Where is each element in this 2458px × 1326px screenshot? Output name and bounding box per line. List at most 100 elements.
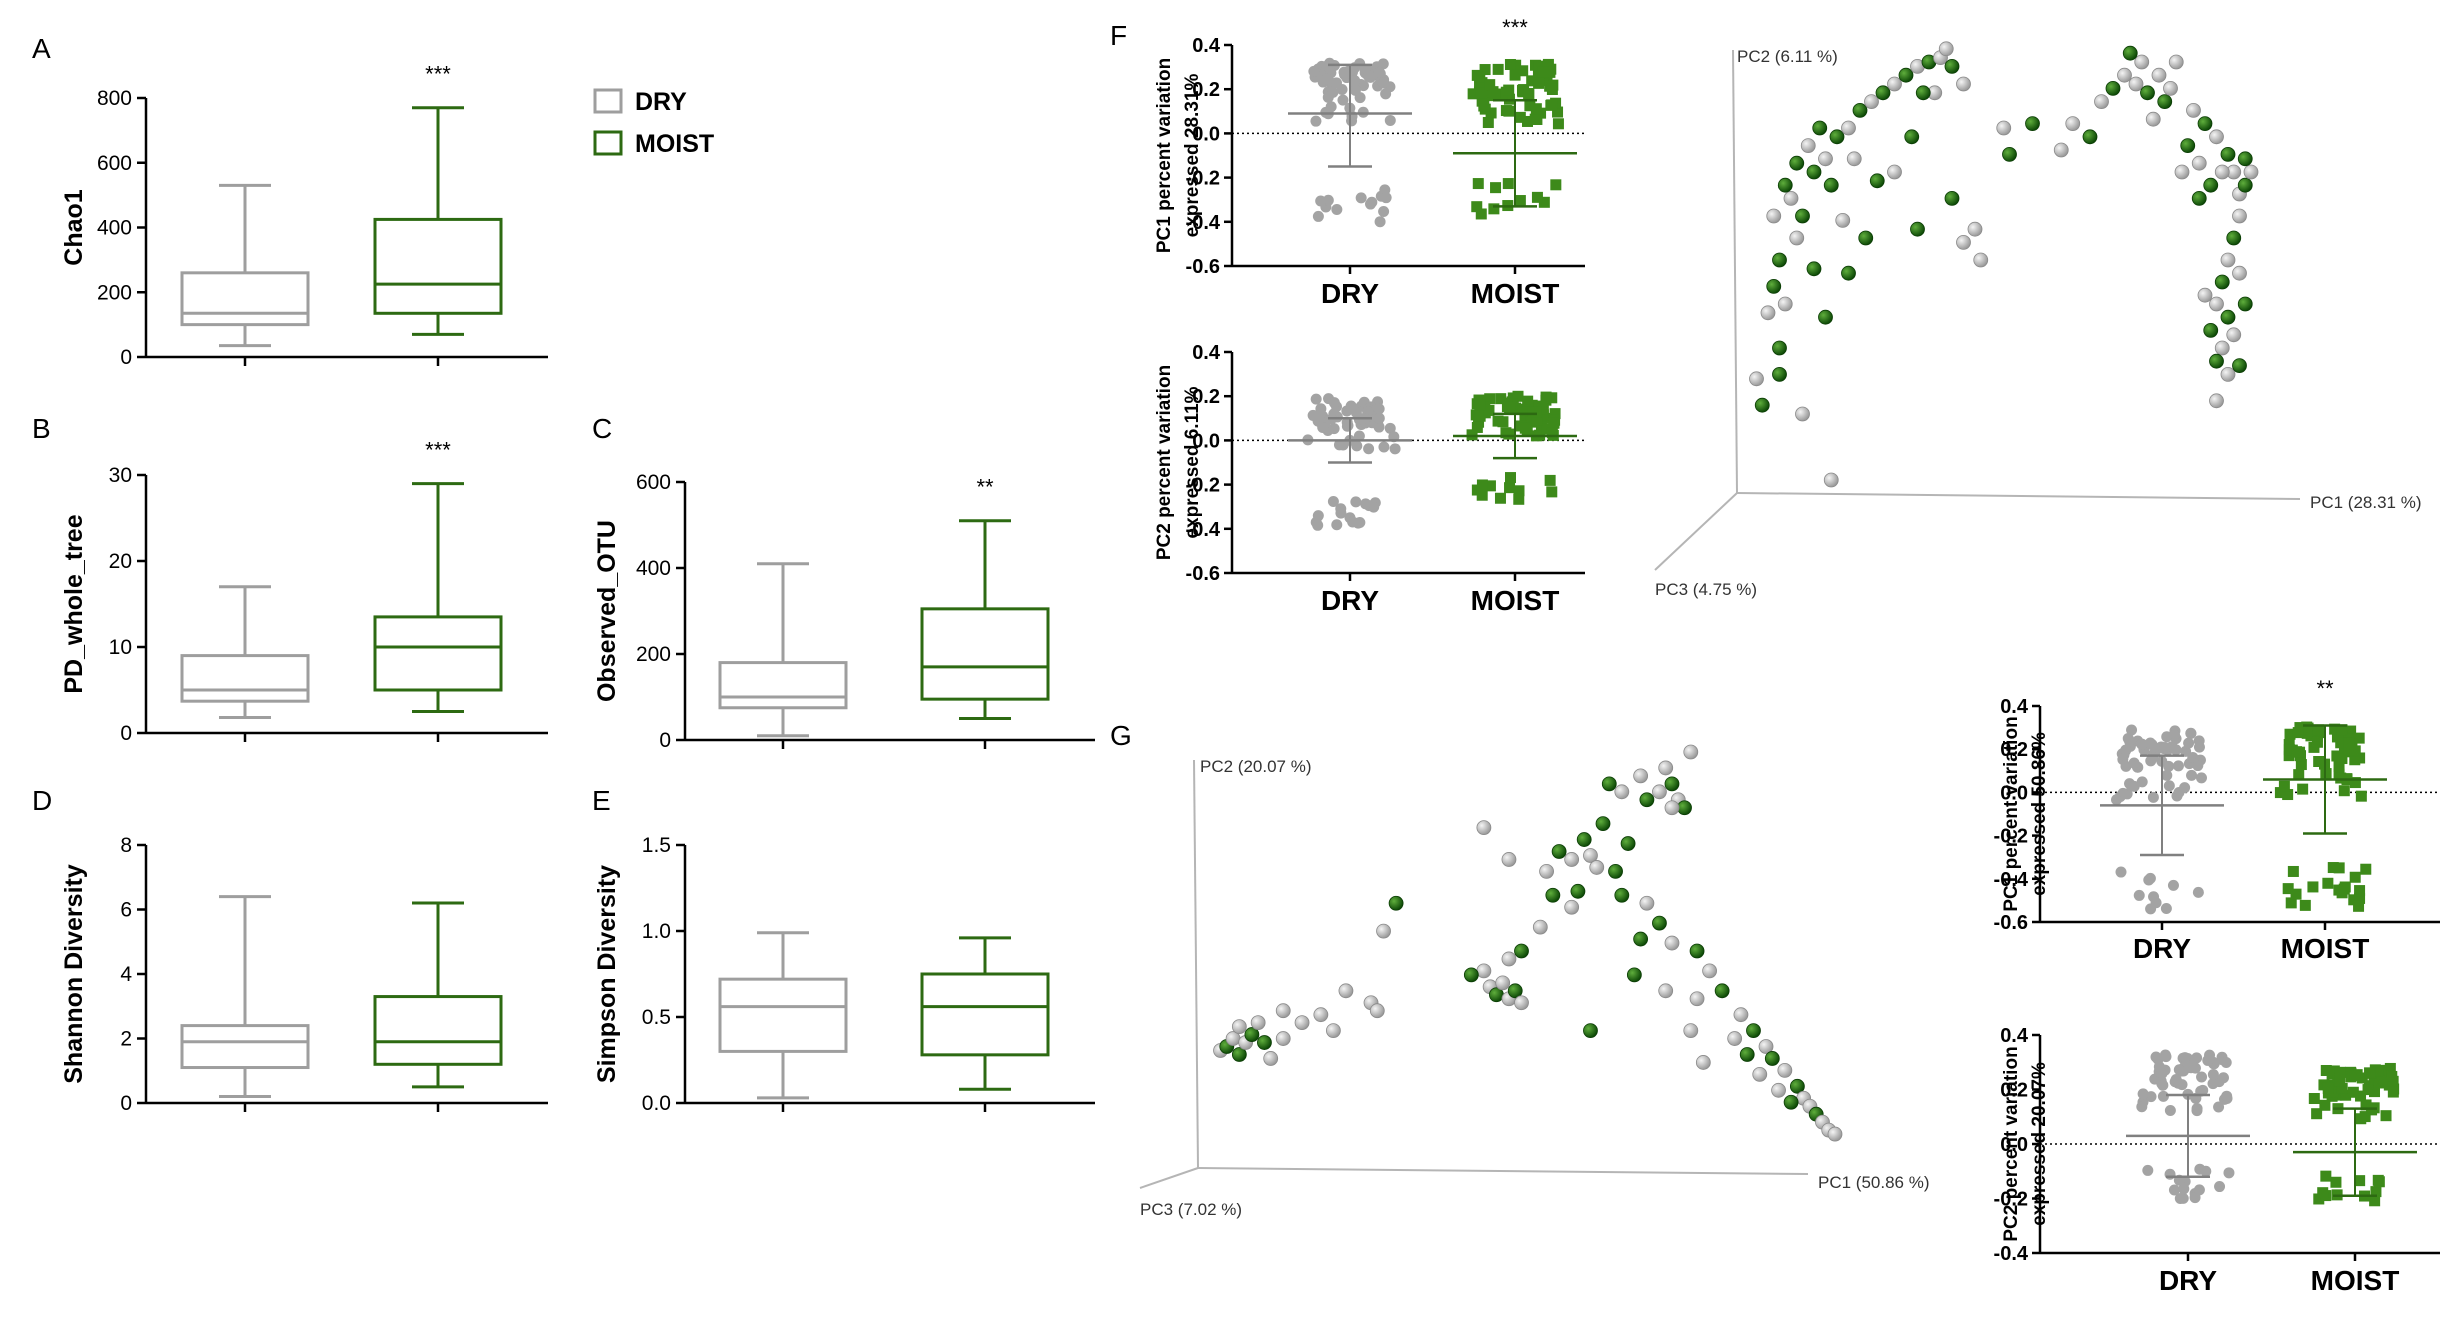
pcoa-point-dry [1996, 120, 2012, 136]
pcoa-point-moist [2140, 85, 2155, 101]
data-point-moist [2336, 753, 2348, 765]
data-point-moist [2349, 754, 2361, 766]
pcoa-point-moist [1614, 887, 1630, 903]
pcoa-point-dry [1231, 1019, 1247, 1035]
data-point-moist [2355, 790, 2367, 802]
significance-label: ** [2316, 676, 2334, 701]
pcoa-point-moist [1689, 943, 1705, 959]
pcoa-point-dry [1564, 852, 1580, 867]
y-tick-label: 800 [97, 87, 132, 110]
pcoa-point-moist [1823, 177, 1839, 193]
significance-label: *** [1502, 15, 1528, 40]
box-moist [920, 519, 1050, 720]
y-tick-label: -0.4 [1994, 1243, 2029, 1265]
data-point-moist [2292, 727, 2304, 739]
pcoa-point-dry [2065, 116, 2081, 131]
data-point-moist [1504, 482, 1516, 494]
data-point-dry [1312, 510, 1324, 522]
pc2-axis-label: PC2 (6.11 %) [1737, 47, 1838, 66]
pcoa-point-dry [1887, 76, 1902, 92]
pcoa-point-moist [1576, 832, 1592, 847]
box-dry [180, 183, 310, 348]
data-point-moist [1484, 79, 1496, 91]
pc1-axis [1197, 1167, 1809, 1175]
data-point-moist [2311, 1108, 2323, 1120]
data-point-dry [2136, 776, 2148, 788]
y-tick-label: 0 [120, 1092, 132, 1115]
data-point-moist [1512, 390, 1524, 402]
data-point-moist [2369, 1195, 2381, 1207]
data-point-dry [2207, 1078, 2219, 1090]
y-axis-label: PC2 percent variation [1154, 365, 1175, 560]
pcoa-point-dry [2243, 164, 2259, 180]
data-point-moist [2283, 744, 2295, 756]
pcoa-point-moist [1595, 816, 1611, 832]
pcoa-point-dry [1777, 1063, 1793, 1078]
pcoa-point-dry [1695, 1055, 1711, 1070]
data-point-dry [2160, 902, 2172, 914]
pcoa-point-moist [1766, 278, 1782, 294]
data-point-moist [1531, 414, 1543, 426]
pcoa-point-moist [1231, 1047, 1247, 1062]
y-axis-label: expressed 6.11% [1182, 386, 1203, 538]
data-point-dry [2126, 724, 2138, 736]
legend-swatch [593, 130, 623, 156]
y-axis-label: expressed 50.86% [2029, 732, 2050, 896]
data-point-dry [2133, 889, 2145, 901]
pcoa-point-dry [1263, 1051, 1279, 1066]
data-point-dry [1378, 441, 1390, 453]
data-point-moist [2320, 1170, 2332, 1182]
data-point-moist [2329, 723, 2341, 735]
data-point-moist [2353, 732, 2365, 744]
pcoa-point-dry [1760, 305, 1776, 321]
data-point-moist [2336, 724, 2348, 736]
data-point-dry [2192, 886, 2204, 898]
data-point-moist [2322, 877, 2334, 889]
data-point-moist [2308, 1093, 2320, 1105]
x-category-label: MOIST [1471, 278, 1560, 309]
pcoa-point-dry [2151, 67, 2167, 83]
pcoa-point-moist [1829, 129, 1845, 145]
box-iqr [180, 654, 310, 703]
data-point-dry [1317, 422, 1329, 434]
box-iqr [718, 977, 848, 1053]
data-point-dry [2193, 735, 2205, 747]
data-point-moist [2313, 1193, 2325, 1205]
data-point-moist [1467, 88, 1479, 100]
data-point-moist [1537, 403, 1549, 415]
data-point-moist [2387, 1086, 2399, 1098]
data-point-dry [1357, 106, 1369, 118]
y-tick-label: 0.5 [642, 1006, 671, 1029]
pcoa-point-moist [2214, 274, 2230, 290]
pcoa-point-moist [1806, 261, 1822, 277]
y-tick-label: 2 [120, 1028, 132, 1051]
pcoa-point-dry [1689, 991, 1705, 1007]
data-point-moist [1483, 404, 1495, 416]
pcoa-point-dry [1495, 975, 1511, 991]
x-category-label: MOIST [2311, 1265, 2400, 1296]
pcoa-point-moist [1754, 397, 1770, 413]
data-point-dry [1380, 192, 1392, 204]
data-point-dry [2178, 1183, 2190, 1195]
data-point-dry [1333, 439, 1345, 451]
pcoa-point-dry [1476, 963, 1492, 979]
pcoa-point-moist [1875, 85, 1891, 101]
pcoa-point-dry [1275, 1031, 1291, 1046]
y-tick-label: 30 [109, 464, 132, 487]
y-axis-label: expressed 20.07% [2029, 1062, 2050, 1226]
pcoa-point-moist [1677, 800, 1692, 816]
pcoa-point-dry [1564, 899, 1580, 915]
pc1-axis-label: PC1 (28.31 %) [2310, 493, 2422, 512]
pcoa-point-dry [1326, 1023, 1341, 1038]
data-point-dry [1378, 77, 1390, 89]
legend-swatch [593, 88, 623, 114]
pcoa-point-dry [2134, 54, 2150, 70]
data-point-moist [2330, 1176, 2342, 1188]
data-point-moist [1471, 421, 1483, 433]
pcoa-point-moist [1583, 1023, 1598, 1038]
box-dry [718, 931, 848, 1100]
data-point-dry [2147, 752, 2159, 764]
data-point-moist [1544, 474, 1556, 486]
pcoa-point-dry [2214, 164, 2230, 180]
data-point-dry [1337, 94, 1349, 106]
